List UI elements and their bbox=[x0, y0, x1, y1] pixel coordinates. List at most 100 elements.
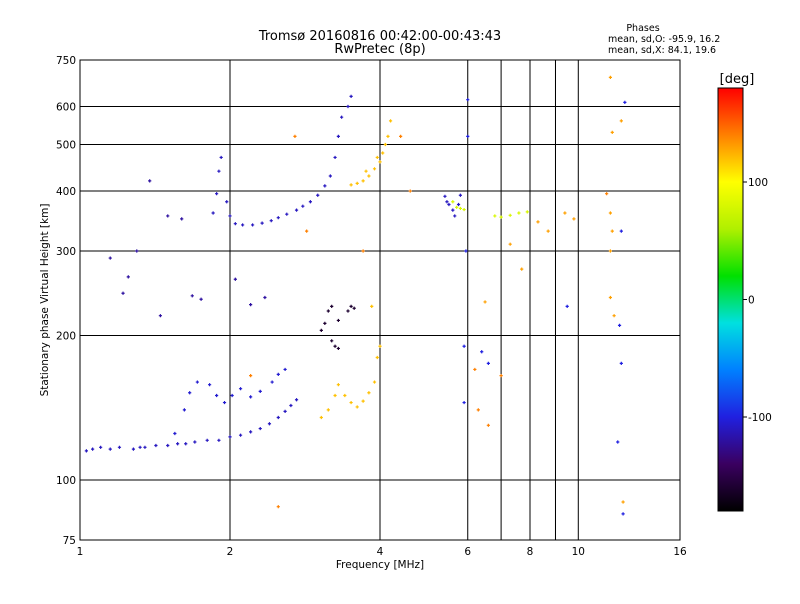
grid-lines-x bbox=[229, 60, 579, 540]
data-point bbox=[486, 423, 490, 427]
y-tick-label: 400 bbox=[56, 186, 76, 198]
x-tick-label: 8 bbox=[527, 546, 534, 558]
data-point bbox=[108, 447, 112, 451]
data-point bbox=[619, 119, 623, 123]
data-point bbox=[228, 214, 232, 218]
data-point bbox=[190, 294, 194, 298]
data-point bbox=[458, 206, 463, 211]
data-point bbox=[323, 321, 327, 325]
data-point bbox=[117, 445, 122, 449]
legend-header: Phases bbox=[626, 23, 659, 34]
data-point bbox=[451, 208, 455, 212]
data-point bbox=[466, 134, 470, 138]
data-point bbox=[193, 440, 197, 444]
data-point bbox=[238, 433, 243, 437]
data-point bbox=[333, 155, 337, 160]
data-point bbox=[217, 438, 221, 442]
data-point bbox=[276, 505, 280, 509]
data-point bbox=[250, 223, 255, 227]
colorbar-tick-label: -100 bbox=[748, 412, 772, 424]
data-point bbox=[91, 447, 95, 451]
data-point bbox=[462, 207, 466, 212]
data-point bbox=[131, 447, 136, 451]
data-point bbox=[215, 393, 219, 398]
y-tick-label: 100 bbox=[56, 475, 76, 487]
data-point bbox=[84, 449, 88, 453]
data-point bbox=[447, 202, 451, 207]
data-point bbox=[493, 214, 497, 218]
data-point bbox=[188, 391, 192, 395]
data-point bbox=[453, 214, 457, 218]
data-point bbox=[355, 181, 359, 185]
data-point bbox=[241, 223, 245, 227]
data-point bbox=[263, 295, 267, 300]
data-point bbox=[525, 210, 529, 214]
data-point bbox=[319, 415, 323, 420]
x-tick-label: 1 bbox=[77, 546, 84, 558]
data-point bbox=[215, 192, 219, 196]
y-tick-label: 750 bbox=[56, 55, 76, 67]
data-point bbox=[276, 415, 280, 420]
data-point bbox=[610, 130, 614, 134]
data-point bbox=[608, 249, 613, 253]
data-point bbox=[536, 220, 540, 224]
data-point bbox=[276, 372, 280, 376]
data-point bbox=[462, 344, 466, 348]
data-point bbox=[621, 512, 625, 516]
data-point bbox=[180, 217, 184, 221]
data-point bbox=[319, 328, 323, 332]
data-point bbox=[138, 445, 142, 449]
data-point bbox=[238, 387, 243, 391]
data-point bbox=[330, 304, 334, 308]
data-point bbox=[249, 395, 253, 399]
x-tick-label: 2 bbox=[227, 546, 234, 558]
y-tick-label: 600 bbox=[56, 102, 76, 114]
data-point bbox=[408, 189, 412, 193]
data-point bbox=[546, 229, 550, 233]
data-points bbox=[84, 75, 627, 516]
data-point bbox=[305, 229, 309, 233]
grid-lines-y bbox=[80, 106, 680, 481]
data-point bbox=[372, 380, 377, 384]
data-point bbox=[158, 314, 163, 318]
data-point bbox=[276, 216, 280, 220]
data-point bbox=[378, 160, 382, 164]
data-point bbox=[285, 212, 289, 216]
data-point bbox=[619, 229, 623, 233]
data-point bbox=[195, 380, 199, 384]
data-point bbox=[233, 222, 237, 226]
data-point bbox=[612, 314, 616, 318]
data-point bbox=[323, 184, 327, 188]
data-point bbox=[508, 213, 512, 217]
data-point bbox=[476, 408, 480, 412]
data-point bbox=[336, 134, 340, 138]
data-point bbox=[361, 249, 365, 253]
data-point bbox=[333, 393, 337, 398]
data-point bbox=[378, 344, 382, 348]
data-point bbox=[483, 300, 487, 304]
data-point bbox=[605, 192, 609, 196]
data-point bbox=[346, 104, 350, 109]
data-point bbox=[349, 183, 353, 187]
data-point bbox=[464, 249, 468, 253]
x-axis-label: Frequency [MHz] bbox=[336, 559, 424, 571]
data-point bbox=[249, 374, 253, 378]
data-point bbox=[333, 344, 337, 348]
data-point bbox=[462, 400, 466, 405]
data-point bbox=[372, 167, 377, 171]
data-point bbox=[383, 142, 387, 147]
data-point bbox=[370, 304, 374, 308]
data-point bbox=[301, 204, 305, 208]
data-point bbox=[121, 291, 125, 295]
data-point bbox=[517, 211, 521, 215]
data-point bbox=[608, 75, 613, 79]
x-tick-label: 4 bbox=[377, 546, 384, 558]
data-point bbox=[336, 318, 340, 323]
x-tick-label: 6 bbox=[464, 546, 471, 558]
data-point bbox=[308, 200, 313, 204]
data-point bbox=[349, 94, 353, 98]
data-point bbox=[608, 295, 613, 300]
data-point bbox=[361, 179, 365, 183]
data-point bbox=[375, 155, 379, 160]
data-point bbox=[283, 409, 287, 413]
